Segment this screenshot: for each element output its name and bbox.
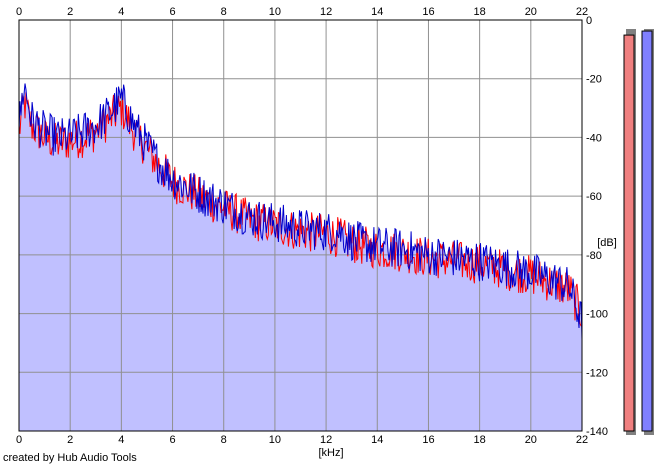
x-tick-labels-bottom: 0 2 4 6 8 10 12 14 16 18 20 22 (16, 434, 588, 446)
series-line-red (18, 92, 583, 327)
y-tick-labels: 0 -20 -40 -60 -80 -100 -120 -140 (586, 15, 608, 438)
x-tick-label-bottom: 10 (269, 434, 281, 446)
y-tick-label: -100 (586, 309, 608, 321)
x-tick-label-bottom: 16 (422, 434, 434, 446)
x-tick-label-top: 12 (320, 6, 332, 18)
x-tick-label-top: 18 (474, 6, 486, 18)
x-tick-label-top: 14 (371, 6, 383, 18)
x-tick-labels-top: 0 2 4 6 8 10 12 14 16 18 20 22 (16, 6, 588, 18)
x-tick-label-bottom: 2 (67, 434, 73, 446)
level-meters (623, 29, 654, 435)
x-tick-label-top: 4 (118, 6, 124, 18)
x-tick-label-top: 0 (16, 6, 22, 18)
y-tick-label: -120 (586, 367, 608, 379)
x-tick-label-top: 22 (576, 6, 588, 18)
y-tick-label: 0 (586, 15, 592, 27)
x-tick-label-top: 16 (422, 6, 434, 18)
y-tick-label: -40 (586, 132, 602, 144)
x-tick-label-bottom: 22 (576, 434, 588, 446)
x-tick-label-bottom: 18 (474, 434, 486, 446)
x-tick-label-bottom: 8 (221, 434, 227, 446)
level-meter-bar (641, 30, 653, 432)
plot-frame (18, 19, 583, 432)
y-tick-label: -20 (586, 74, 602, 86)
x-tick-label-top: 10 (269, 6, 281, 18)
x-tick-label-top: 20 (525, 6, 537, 18)
x-tick-label-top: 6 (169, 6, 175, 18)
x-tick-label-bottom: 20 (525, 434, 537, 446)
x-axis-label: [kHz] (318, 447, 343, 459)
series-line-blue (18, 83, 583, 340)
x-tick-label-top: 8 (221, 6, 227, 18)
credit-text: created by Hub Audio Tools (3, 452, 137, 464)
x-tick-label-bottom: 12 (320, 434, 332, 446)
y-tick-label: -80 (586, 250, 602, 262)
y-tick-label: -60 (586, 191, 602, 203)
y-axis-label: [dB] (597, 237, 617, 249)
y-tick-label: -140 (586, 426, 608, 438)
x-tick-label-bottom: 4 (118, 434, 124, 446)
x-tick-label-bottom: 0 (16, 434, 22, 446)
x-tick-label-bottom: 14 (371, 434, 383, 446)
x-tick-label-bottom: 6 (169, 434, 175, 446)
x-tick-label-top: 2 (67, 6, 73, 18)
level-meter-bar (623, 34, 635, 432)
